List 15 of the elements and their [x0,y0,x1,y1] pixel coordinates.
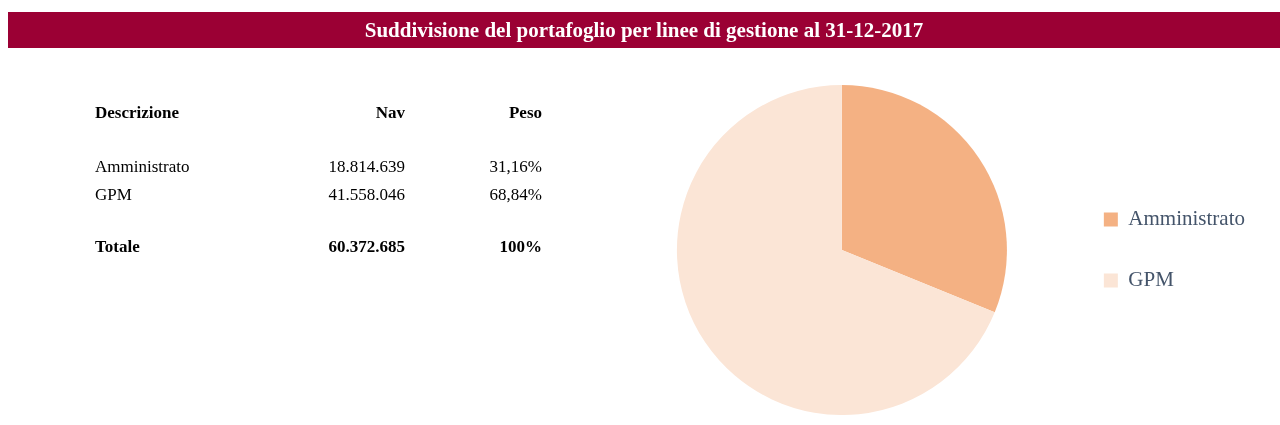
text: 68,84% [488,185,542,205]
legend-label: GPM [1128,267,1175,292]
text: 100% [498,237,542,257]
text: Peso [507,103,542,123]
chart-title: Suddivisione del portafoglio per linee di gestione al 31-12-2017 [8,12,1280,48]
text: Nav [374,103,405,123]
category-label: GPM [95,185,132,204]
text: Totale [95,237,141,257]
category-label: Amministrato [95,157,190,176]
text: 60.372.685 [327,237,405,257]
text: 31,16% [488,157,542,177]
text: 18.814.639 [327,157,405,177]
text: Descrizione [95,103,181,123]
text: 41.558.046 [327,185,405,205]
legend-label: Amministrato [1128,206,1246,231]
